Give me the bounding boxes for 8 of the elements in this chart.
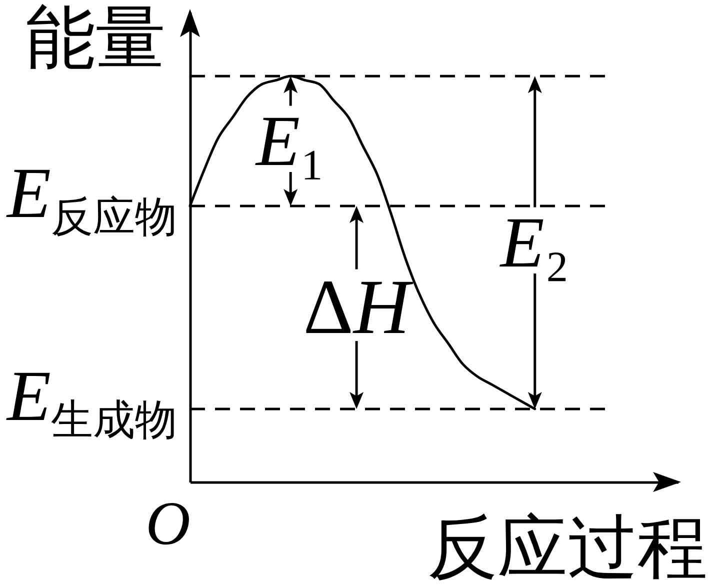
ref-line-label: E$_{生成物}$ [6, 356, 177, 444]
text: O [146, 490, 190, 558]
annotation: E₂ [499, 202, 570, 282]
x-axis-title: 反应过程 [428, 510, 708, 587]
y-axis-title: 能量 [26, 0, 166, 78]
annotation: ΔH [303, 263, 414, 350]
annotation: E₁ [255, 100, 326, 181]
ref-line-label: E$_{反应物}$ [6, 153, 177, 242]
